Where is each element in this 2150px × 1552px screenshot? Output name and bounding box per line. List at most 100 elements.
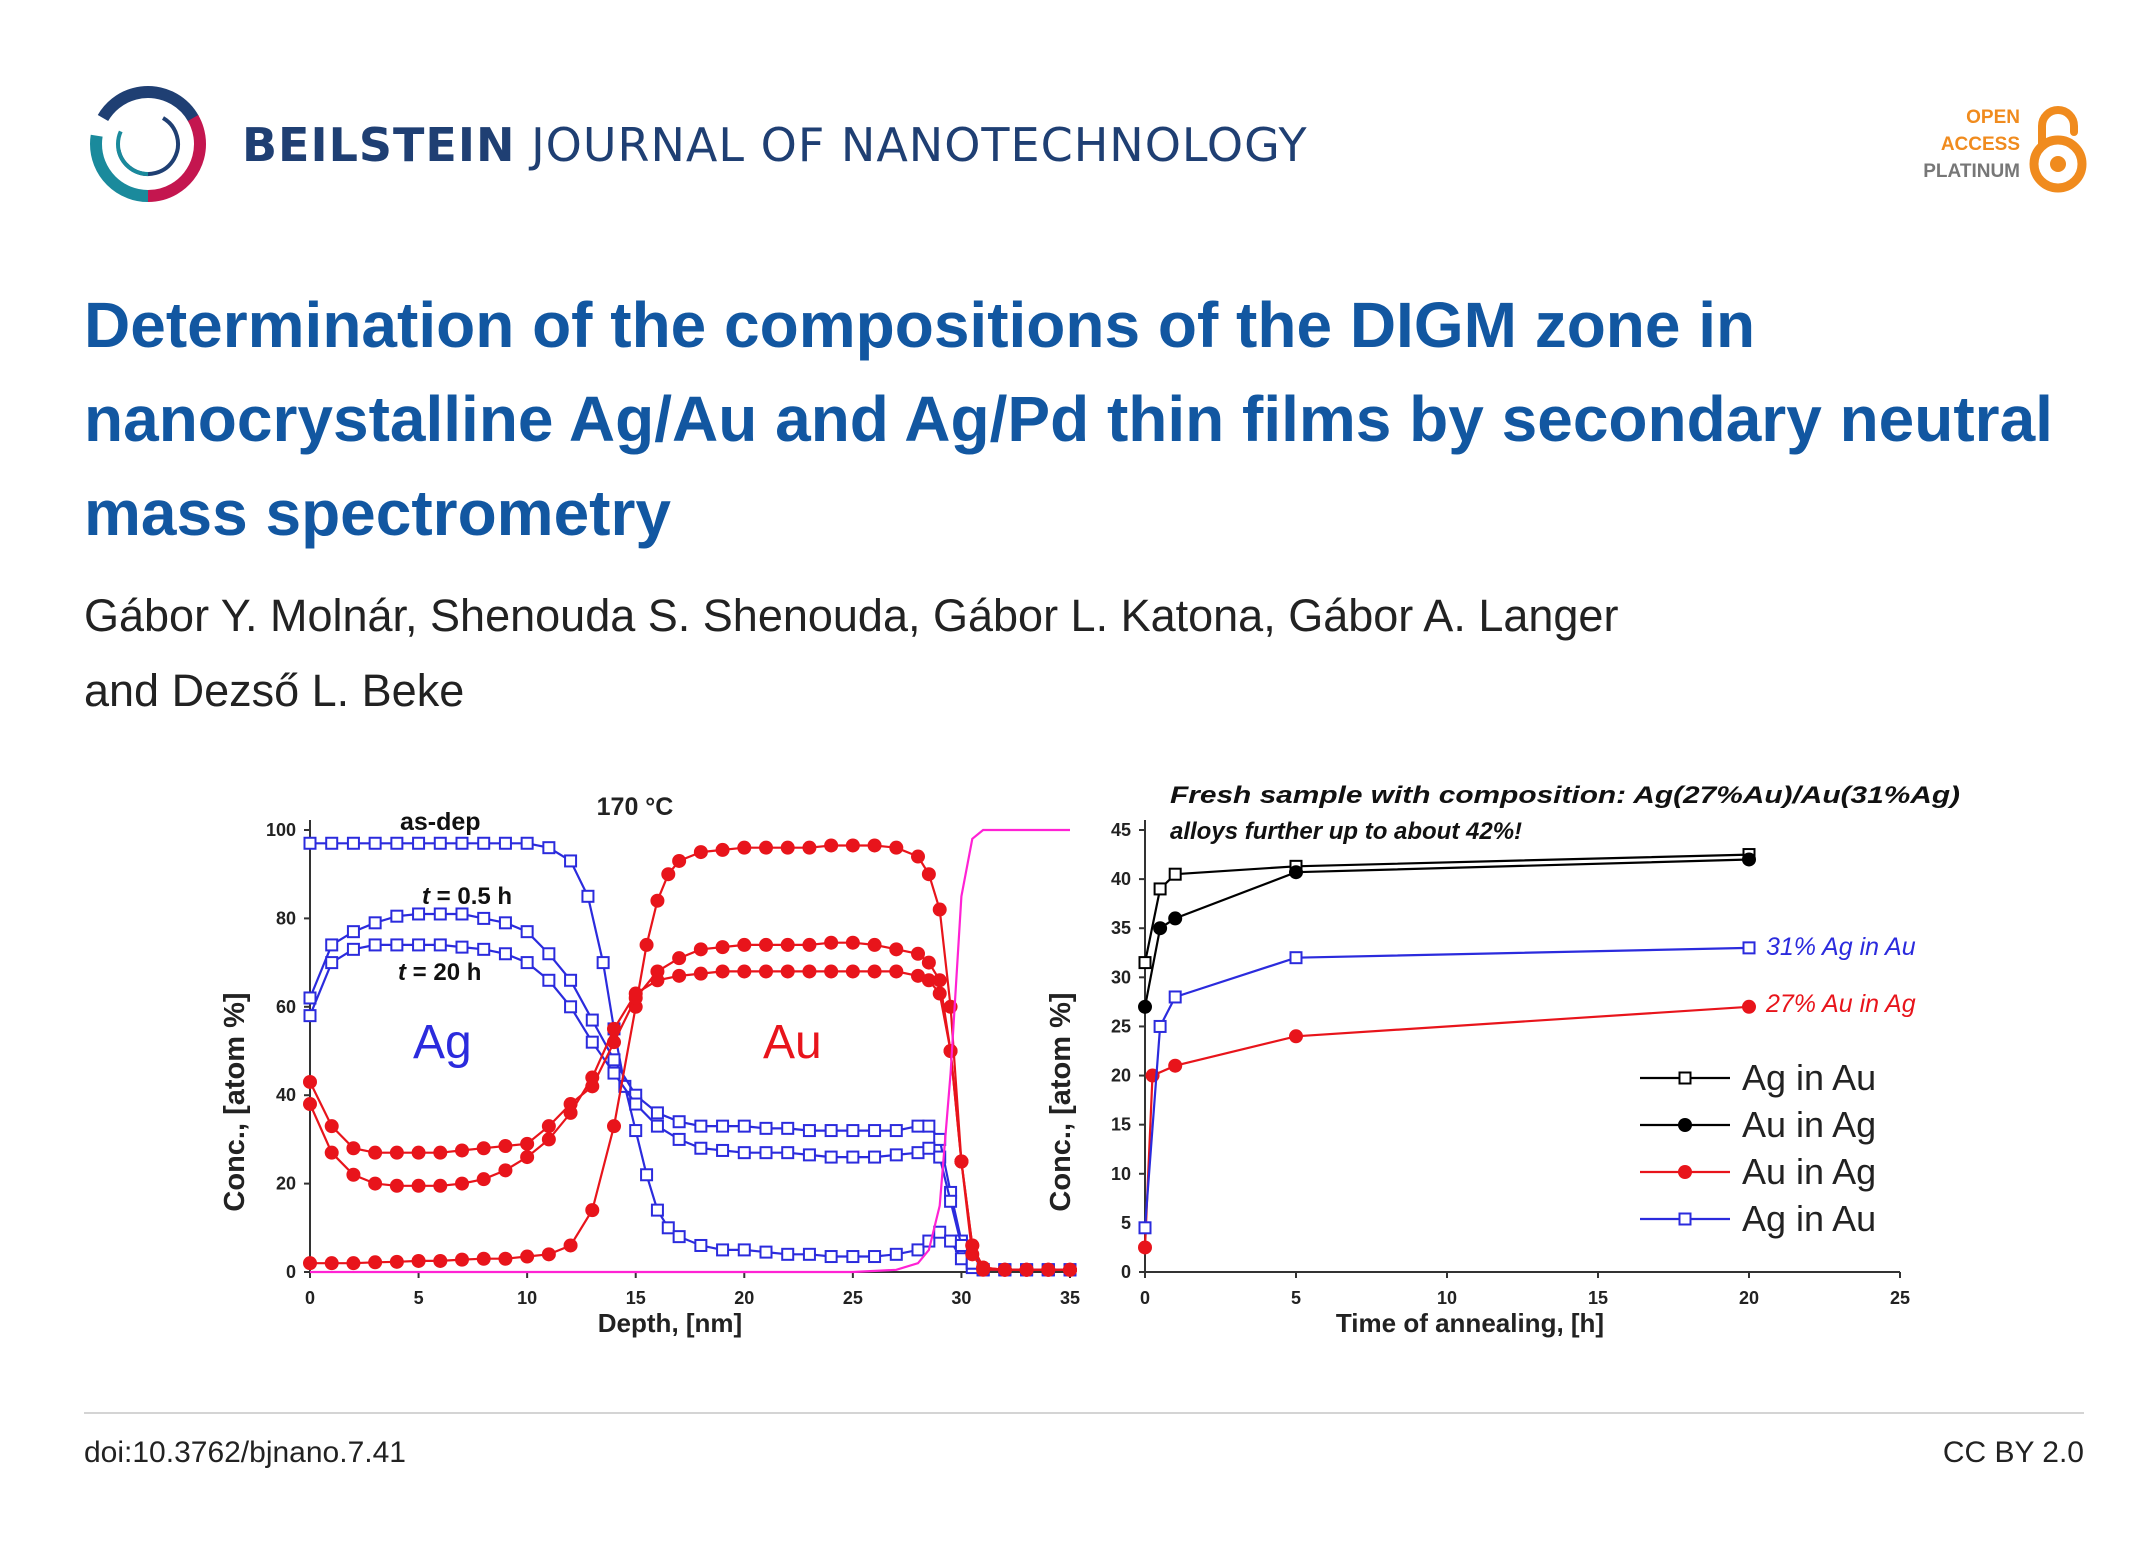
left-data-point (581, 889, 595, 903)
left-data-point (759, 937, 773, 952)
doi-link[interactable]: doi:10.3762/bjnano.7.41 (84, 1436, 406, 1469)
left-data-point (346, 1256, 361, 1271)
left-data-point (845, 838, 860, 853)
left-data-point (802, 937, 817, 952)
left-data-point (303, 836, 317, 850)
left-data-point (716, 1243, 730, 1257)
left-data-point (325, 956, 339, 970)
left-data-point (824, 838, 839, 853)
right-data-point (1153, 882, 1167, 896)
left-data-point (694, 1238, 708, 1252)
left-data-point (433, 907, 447, 921)
left-data-point (911, 1146, 925, 1160)
left-data-point (498, 836, 512, 850)
footer-divider (84, 1412, 2084, 1414)
left-data-point (997, 1262, 1012, 1277)
left-data-point (802, 964, 817, 979)
left-data-point (672, 853, 687, 868)
right-data-point (1289, 951, 1303, 965)
left-data-point (477, 942, 491, 956)
left-data-point (1041, 1262, 1056, 1277)
left-data-point (563, 1105, 578, 1120)
left-data-point (694, 1119, 708, 1133)
left-data-point (944, 1194, 958, 1208)
left-data-point (563, 1238, 578, 1253)
oa-access-label: ACCESS (1940, 134, 2020, 155)
annealing-time-chart: 0 5 10 15 20 25 0 5 10 15 20 25 30 35 40 45 Fresh sampl… (1045, 782, 1960, 1338)
left-data-point (520, 1150, 535, 1165)
left-annotation-t05: t = 0.5 h (422, 883, 512, 910)
left-annotation-t05-var: t (422, 883, 431, 910)
left-data-point (737, 1119, 751, 1133)
left-data-point (781, 1121, 795, 1135)
left-data-point (943, 1044, 958, 1058)
right-data-point (1138, 1240, 1152, 1255)
left-data-point (455, 836, 469, 850)
left-annotation-asdep: as-dep (400, 808, 481, 836)
journal-name-bold: BEILSTEIN (242, 118, 516, 172)
right-x-tick-label: 15 (1588, 1288, 1608, 1308)
left-label-ag: Ag (413, 1016, 472, 1069)
left-data-point (781, 1146, 795, 1160)
right-legend-marker (1678, 1071, 1692, 1085)
right-data-point (1168, 911, 1183, 926)
left-annotation-t20-var: t (398, 959, 407, 986)
left-data-point (845, 964, 860, 979)
left-data-point (629, 1124, 643, 1138)
left-data-point (433, 836, 447, 850)
right-series-1 (1138, 852, 1756, 1014)
left-data-point (780, 937, 795, 952)
left-data-point (661, 867, 676, 882)
right-y-tick-label: 35 (1111, 918, 1131, 938)
left-data-point (932, 902, 947, 917)
left-data-point (564, 1000, 578, 1014)
left-data-point (433, 1253, 448, 1268)
left-data-point (585, 1013, 599, 1027)
right-series-line (1143, 858, 1750, 1008)
left-data-point (933, 1225, 947, 1239)
left-data-point (965, 1238, 980, 1253)
right-legend-label: Au in Ag (1742, 1151, 1876, 1192)
left-data-point (868, 1250, 882, 1264)
open-access-lock-icon (2029, 106, 2087, 193)
left-data-point (802, 1124, 816, 1138)
left-series-4 (303, 935, 1077, 1277)
left-data-point (650, 973, 665, 988)
left-data-point (455, 1176, 469, 1191)
left-data-point (390, 938, 404, 952)
left-data-point (542, 973, 556, 987)
left-data-point (932, 973, 947, 988)
left-data-point (846, 1150, 860, 1164)
right-x-tick-label: 5 (1291, 1288, 1301, 1308)
left-data-point (411, 1253, 426, 1268)
left-annotation-t20: t = 20 h (398, 959, 481, 986)
left-data-point (498, 1139, 513, 1154)
left-x-tick-label: 15 (626, 1288, 646, 1308)
left-series-6 (310, 828, 1070, 1274)
left-data-point (933, 1150, 947, 1164)
left-data-point (715, 842, 730, 857)
right-data-point (1742, 941, 1756, 955)
license-label[interactable]: CC BY 2.0 (1942, 1436, 2084, 1469)
right-annotation-line2: alloys further up to about 42%! (1170, 818, 1522, 845)
left-data-point (911, 1119, 925, 1133)
journal-name[interactable]: BEILSTEIN JOURNAL OF NANOTECHNOLOGY (242, 118, 1308, 172)
left-data-point (498, 916, 512, 930)
left-data-point (954, 1154, 969, 1169)
left-data-point (867, 838, 882, 853)
left-data-point (607, 1119, 621, 1134)
left-y-label: Conc., [atom %] (219, 992, 251, 1211)
left-data-point (715, 964, 730, 979)
right-legend-item: Ag in Au (1640, 1057, 1876, 1098)
left-series-group (303, 828, 1077, 1277)
left-data-point (520, 925, 534, 939)
left-data-point (498, 1163, 513, 1178)
right-data-point (1742, 999, 1756, 1014)
left-data-point (672, 1115, 686, 1129)
article-authors: Gábor Y. Molnár, Shenouda S. Shenouda, G… (84, 578, 1984, 728)
left-data-point (802, 840, 817, 855)
left-data-point (520, 1136, 535, 1151)
left-data-point (693, 942, 708, 957)
left-annotation-t05-rest: = 0.5 h (430, 883, 512, 910)
